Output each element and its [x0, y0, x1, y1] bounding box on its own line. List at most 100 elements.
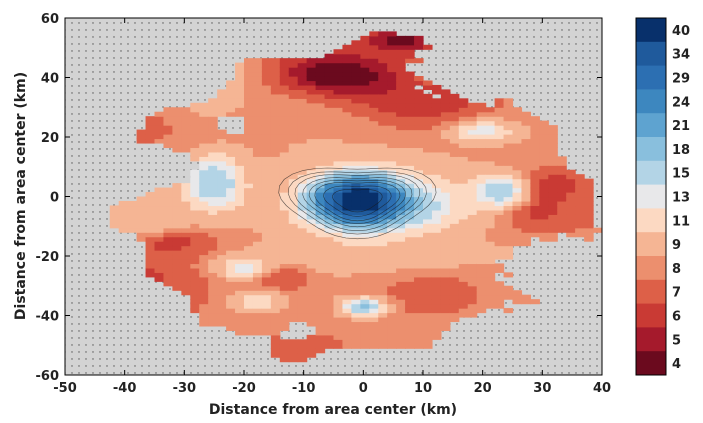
contour-cell	[396, 236, 406, 242]
contour-cell	[190, 294, 200, 300]
contour-cell	[252, 120, 263, 126]
contour-cell	[530, 142, 540, 149]
contour-cell	[217, 192, 227, 198]
contour-cell	[279, 254, 290, 260]
contour-cell	[378, 53, 388, 59]
contour-cell	[261, 272, 272, 278]
contour-cell	[333, 285, 344, 291]
contour-cell	[172, 232, 182, 238]
contour-cell	[548, 236, 558, 242]
contour-cell	[476, 218, 487, 224]
contour-cell	[431, 236, 442, 242]
contour-cell	[217, 299, 227, 305]
contour-cell	[423, 84, 433, 90]
contour-cell	[333, 267, 344, 273]
contour-cell	[297, 151, 308, 157]
contour-cell	[270, 89, 281, 95]
contour-cell	[297, 245, 308, 251]
contour-cell	[378, 214, 388, 220]
contour-cell	[235, 165, 245, 171]
contour-cell	[324, 134, 335, 140]
contour-cell	[539, 205, 549, 211]
contour-cell	[163, 205, 173, 211]
contour-cell	[449, 125, 460, 131]
contour-cell	[521, 120, 531, 126]
contour-cell	[306, 223, 317, 229]
contour-cell	[467, 267, 478, 273]
contour-cell	[405, 169, 415, 175]
contour-cell	[118, 200, 129, 207]
contour-cell	[512, 232, 523, 238]
contour-cell	[252, 80, 263, 86]
contour-cell	[396, 151, 406, 157]
contour-cell	[476, 196, 487, 202]
contour-cell	[279, 352, 290, 358]
contour-cell	[396, 227, 406, 233]
contour-cell	[244, 312, 254, 318]
contour-cell	[172, 125, 182, 131]
contour-cell	[145, 134, 156, 140]
contour-cell	[306, 343, 317, 349]
contour-cell	[360, 290, 370, 296]
contour-cell	[494, 303, 505, 309]
contour-cell	[208, 276, 218, 282]
contour-cell	[449, 178, 460, 184]
contour-cell	[199, 138, 209, 144]
contour-cell	[199, 160, 209, 166]
contour-cell	[235, 169, 245, 175]
contour-cell	[208, 227, 218, 233]
colorbar-swatch	[636, 327, 666, 352]
contour-cell	[154, 187, 165, 193]
contour-cell	[324, 53, 335, 59]
contour-cell	[315, 138, 326, 144]
contour-cell	[449, 151, 460, 157]
contour-cell	[414, 116, 424, 122]
contour-cell	[235, 267, 245, 273]
contour-cell	[118, 227, 129, 233]
contour-cell	[530, 227, 540, 233]
contour-cell	[405, 321, 415, 327]
contour-cell	[369, 71, 379, 77]
contour-cell	[440, 321, 451, 327]
contour-cell	[163, 214, 173, 220]
contour-cell	[217, 129, 227, 135]
contour-cell	[270, 348, 281, 354]
contour-cell	[324, 227, 335, 233]
contour-cell	[252, 125, 263, 131]
contour-cell	[512, 299, 523, 305]
contour-cell	[449, 241, 460, 247]
contour-cell	[494, 165, 505, 171]
contour-cell	[360, 129, 370, 135]
contour-cell	[449, 276, 460, 282]
contour-cell	[494, 151, 505, 157]
contour-cell	[270, 316, 281, 323]
contour-cell	[208, 272, 218, 278]
colorbar-label: 34	[672, 48, 690, 63]
contour-cell	[378, 232, 388, 238]
contour-cell	[270, 102, 281, 108]
y-tick-label: 0	[50, 191, 59, 206]
contour-cell	[190, 223, 200, 229]
contour-cell	[396, 134, 406, 140]
contour-cell	[360, 111, 370, 117]
contour-cell	[315, 142, 326, 149]
contour-cell	[324, 334, 335, 340]
contour-cell	[226, 174, 236, 180]
contour-cell	[557, 209, 567, 215]
contour-cell	[297, 129, 308, 135]
contour-cell	[208, 316, 218, 323]
y-tick-label: 20	[41, 131, 59, 146]
contour-cell	[297, 357, 308, 363]
contour-cell	[440, 232, 451, 238]
contour-cell	[279, 308, 290, 314]
contour-cell	[252, 107, 263, 113]
contour-cell	[118, 218, 129, 224]
contour-cell	[279, 263, 290, 269]
contour-cell	[235, 241, 245, 247]
contour-cell	[297, 303, 308, 309]
contour-cell	[190, 192, 200, 198]
contour-cell	[235, 98, 245, 104]
contour-cell	[306, 102, 317, 108]
contour-cell	[252, 111, 263, 117]
contour-cell	[306, 250, 317, 256]
